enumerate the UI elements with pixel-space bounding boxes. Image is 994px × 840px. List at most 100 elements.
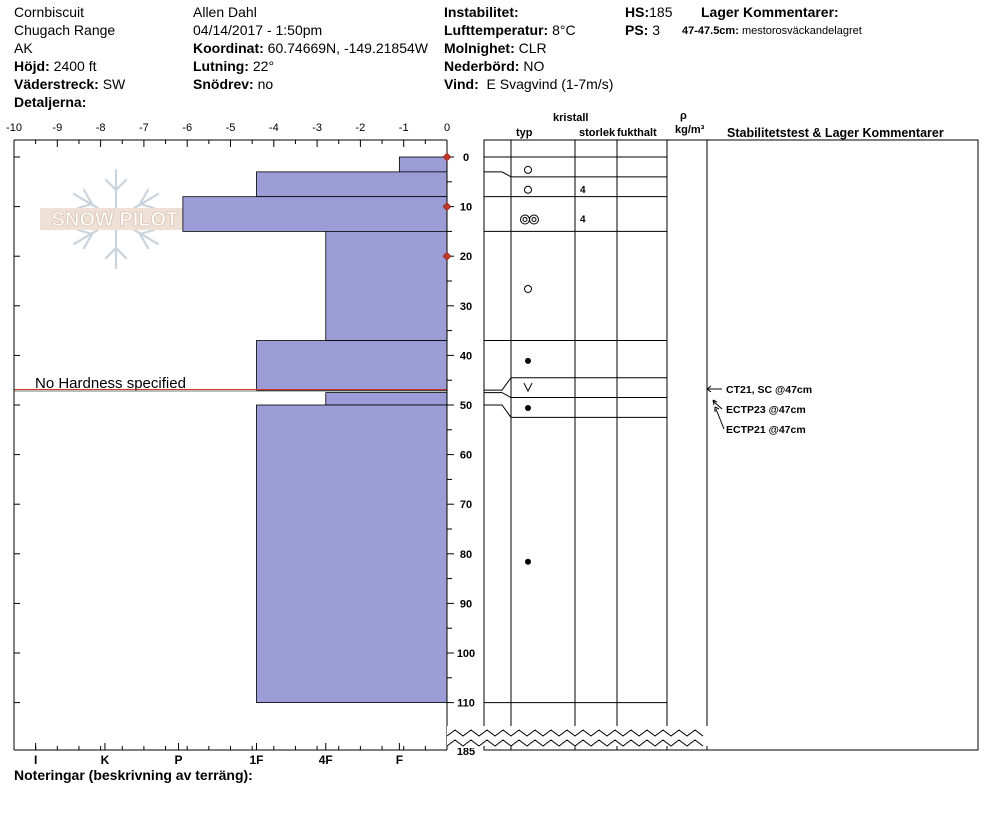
moisture-column-title: fukthalt <box>617 127 657 139</box>
depth-tick-label: 100 <box>457 648 475 660</box>
instability-label: Instabilitet: <box>444 4 519 20</box>
wind-label: Vind: <box>444 76 479 92</box>
hardness-bottom-ticks: I K P 1F 4F F <box>13 743 448 767</box>
layer-comment-depth: 47-47.5cm: <box>682 25 739 37</box>
hardness-bar <box>256 340 448 391</box>
slope-label: Lutning: <box>193 58 249 74</box>
x-tick-label: -10 <box>6 122 22 134</box>
drift-row: Snödrev: no <box>193 76 273 92</box>
watermark-text: SNOW PILOT <box>52 209 179 231</box>
grain-symbol-melt-form <box>520 214 530 225</box>
hardness-tick-label: 1F <box>249 753 263 767</box>
ps-row: PS: 3 <box>625 22 660 38</box>
elevation-label: Höjd: <box>14 58 50 74</box>
depth-tick-label: 50 <box>460 400 472 412</box>
aspect-row: Väderstreck: SW <box>14 76 125 92</box>
grain-symbol-dot <box>525 357 531 364</box>
grain-symbol-depth-hoar <box>523 382 533 393</box>
layer-connector <box>484 171 512 178</box>
hardness-tick-label: 4F <box>319 753 333 767</box>
range-name: Chugach Range <box>14 22 116 38</box>
depth-tick-label: 60 <box>460 450 472 462</box>
slope-value: 22° <box>252 58 275 74</box>
elevation-row: Höjd: 2400 ft <box>14 58 96 74</box>
depth-tick-label: 110 <box>457 698 475 710</box>
depth-tick-label: 20 <box>460 251 472 263</box>
notes-label: Noteringar (beskrivning av terräng): <box>14 767 253 783</box>
wind-row: Vind: E Svagvind (1-7m/s) <box>444 76 613 92</box>
hardness-tick-label: F <box>396 753 403 767</box>
crystal-table-frame <box>483 139 979 751</box>
airtemp-value: 8°C <box>552 22 576 38</box>
airtemp-row: Lufttemperatur: 8°C <box>444 22 576 38</box>
depth-tick-label: 30 <box>460 301 472 313</box>
type-column-title: typ <box>516 127 533 139</box>
layer-connector <box>484 404 512 418</box>
hardness-bar <box>325 392 448 406</box>
hardness-bar <box>256 171 448 198</box>
hardness-tick-label: K <box>101 753 110 767</box>
layer-connector <box>484 377 512 391</box>
precip-label: Nederbörd: <box>444 58 520 74</box>
hardness-top-ticks: -10 -9 -8 -7 -6 -5 -4 -3 -2 -1 0 <box>6 122 450 147</box>
grain-size-label: 4 <box>580 215 586 226</box>
layer-comments-label: Lager Kommentarer: <box>701 4 839 20</box>
coordinate-value: 60.74669N, -149.21854W <box>267 40 428 56</box>
temperature-marker <box>442 202 452 212</box>
observation-datetime: 04/14/2017 - 1:50pm <box>193 22 323 38</box>
airtemp-label: Lufttemperatur: <box>444 22 549 38</box>
depth-total-label: 185 <box>457 746 475 758</box>
layer-connector <box>484 392 512 398</box>
wind-value: E Svagvind (1-7m/s) <box>486 76 614 92</box>
precip-value: NO <box>523 58 545 74</box>
hardness-bar <box>398 156 448 173</box>
depth-tick-label: 10 <box>460 202 472 214</box>
hardness-tick-label: P <box>175 753 183 767</box>
stability-test-label: CT21, SC @47cm <box>726 384 812 396</box>
coordinate-row: Koordinat: 60.74669N, -149.21854W <box>193 40 428 56</box>
ps-value: 3 <box>652 22 661 38</box>
elevation-value: 2400 ft <box>53 58 97 74</box>
grain-symbols: 44 <box>520 165 586 565</box>
location-name: Cornbiscuit <box>14 4 85 20</box>
stability-column-title: Stabilitetstest & Lager Kommentarer <box>727 126 944 140</box>
x-tick-label: -5 <box>226 122 236 134</box>
no-hardness-label: No Hardness specified <box>35 375 186 392</box>
aspect-value: SW <box>102 76 126 92</box>
drift-label: Snödrev: <box>193 76 254 92</box>
temperature-marker <box>442 251 452 261</box>
depth-tick-label: 90 <box>460 598 472 610</box>
hardness-bar <box>325 230 448 341</box>
rho-symbol: ρ <box>680 110 687 122</box>
observer-name: Allen Dahl <box>193 4 257 20</box>
hardness-bar <box>182 196 448 232</box>
drift-value: no <box>257 76 274 92</box>
x-tick-label: 0 <box>444 122 450 134</box>
snowpilot-watermark: SNOW PILOT <box>40 168 190 270</box>
coordinate-label: Koordinat: <box>193 40 264 56</box>
grain-symbol-rounded <box>524 284 532 293</box>
x-tick-label: -2 <box>356 122 366 134</box>
x-tick-label: -8 <box>96 122 106 134</box>
sky-label: Molnighet: <box>444 40 515 56</box>
hardness-tick-label: I <box>34 753 37 767</box>
temperature-marker <box>442 152 452 162</box>
stability-test-label: ECTP21 @47cm <box>726 424 806 436</box>
depth-tick-label: 40 <box>460 350 472 362</box>
depth-ticks: 0 10 20 30 40 50 60 70 80 90 100 110 185 <box>14 152 475 758</box>
hs-value: 185 <box>649 4 673 20</box>
details-label: Detaljerna: <box>14 94 87 110</box>
grain-symbol-dot <box>525 558 531 565</box>
x-tick-label: -7 <box>139 122 149 134</box>
crystal-column-title: kristall <box>553 112 589 124</box>
grain-size-label: 4 <box>580 185 586 196</box>
depth-tick-label: 70 <box>460 499 472 511</box>
hardness-bar <box>256 404 448 704</box>
hardness-bars <box>182 156 448 704</box>
x-tick-label: -1 <box>399 122 409 134</box>
sky-value: CLR <box>518 40 547 56</box>
grain-symbol-dot <box>525 405 531 411</box>
size-column-title: storlek <box>579 127 616 139</box>
layer-boundary-lines <box>484 156 667 704</box>
hs-row: HS:185 <box>625 4 672 20</box>
